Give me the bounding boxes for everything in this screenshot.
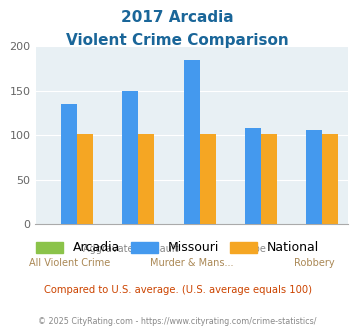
Bar bbox=[122, 91, 138, 224]
Text: Rape: Rape bbox=[241, 244, 266, 254]
Text: 2017 Arcadia: 2017 Arcadia bbox=[121, 10, 234, 25]
Legend: Arcadia, Missouri, National: Arcadia, Missouri, National bbox=[31, 236, 324, 259]
Bar bbox=[138, 134, 154, 224]
Bar bbox=[61, 104, 77, 224]
Text: Murder & Mans...: Murder & Mans... bbox=[150, 258, 234, 268]
Bar bbox=[306, 130, 322, 224]
Bar bbox=[261, 134, 277, 224]
Text: Robbery: Robbery bbox=[294, 258, 334, 268]
Text: Aggravated Assault: Aggravated Assault bbox=[83, 244, 178, 254]
Bar bbox=[245, 128, 261, 224]
Bar bbox=[184, 59, 200, 224]
Text: Compared to U.S. average. (U.S. average equals 100): Compared to U.S. average. (U.S. average … bbox=[44, 285, 311, 295]
Text: © 2025 CityRating.com - https://www.cityrating.com/crime-statistics/: © 2025 CityRating.com - https://www.city… bbox=[38, 317, 317, 326]
Text: Violent Crime Comparison: Violent Crime Comparison bbox=[66, 33, 289, 48]
Bar bbox=[322, 134, 338, 224]
Bar bbox=[200, 134, 215, 224]
Text: All Violent Crime: All Violent Crime bbox=[28, 258, 110, 268]
Bar bbox=[77, 134, 93, 224]
